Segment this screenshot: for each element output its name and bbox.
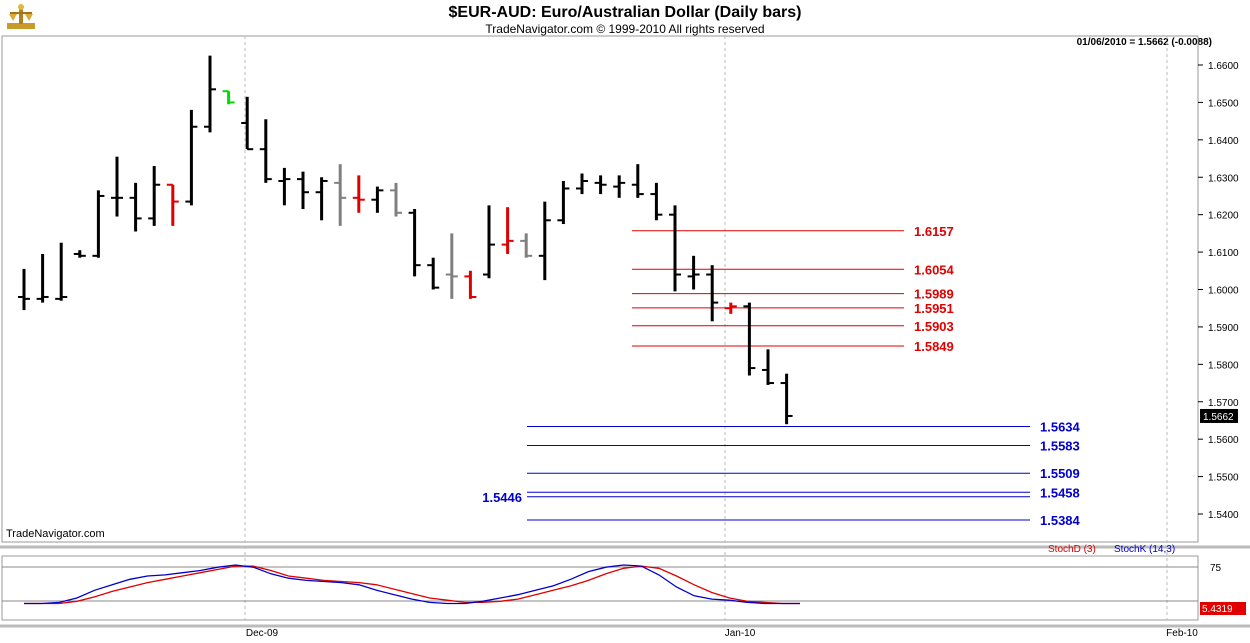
support-label: 1.5509	[1040, 466, 1080, 481]
resistance-label: 1.5849	[914, 339, 954, 354]
app-logo-icon	[4, 2, 38, 37]
legend-stoch-k: StochK (14,3)	[1114, 544, 1175, 555]
legend-stoch-d: StochD (3)	[1048, 544, 1096, 555]
y-tick-label: 1.5800	[1208, 360, 1239, 371]
x-tick-label: Dec-09	[246, 628, 279, 639]
support-left-label: 1.5446	[482, 490, 522, 505]
resistance-label: 1.5951	[914, 301, 954, 316]
support-label: 1.5384	[1040, 513, 1081, 528]
resistance-label: 1.6054	[914, 262, 955, 277]
stoch-tick-label: 75	[1210, 563, 1222, 574]
y-tick-label: 1.6200	[1208, 211, 1239, 222]
price-panel-frame	[1, 35, 1199, 543]
chart-title: $EUR-AUD: Euro/Australian Dollar (Daily …	[448, 4, 802, 21]
x-tick-label: Feb-10	[1166, 628, 1198, 639]
y-tick-label: 1.6500	[1208, 98, 1239, 109]
watermark: TradeNavigator.com	[6, 528, 105, 540]
stoch-last-label: 5.4319	[1202, 604, 1233, 615]
resistance-label: 1.5989	[914, 287, 954, 302]
last-price-readout: 01/06/2010 = 1.5662 (-0.0088)	[1076, 37, 1212, 48]
stoch-k-line	[24, 564, 800, 605]
chart-subtitle: TradeNavigator.com © 1999-2010 All right…	[485, 22, 765, 36]
resistance-label: 1.6157	[914, 224, 954, 239]
y-tick-label: 1.5900	[1208, 323, 1239, 334]
y-tick-label: 1.6300	[1208, 173, 1239, 184]
stochastic-panel-frame	[1, 555, 1199, 621]
support-label: 1.5583	[1040, 439, 1080, 454]
support-label: 1.5458	[1040, 485, 1080, 500]
stoch-d-line	[24, 565, 800, 605]
support-label: 1.5634	[1040, 419, 1081, 434]
y-tick-label: 1.6400	[1208, 136, 1239, 147]
y-tick-label: 1.5700	[1208, 398, 1239, 409]
y-tick-label: 1.5500	[1208, 473, 1239, 484]
y-tick-label: 1.5400	[1208, 510, 1239, 521]
y-tick-label: 1.6100	[1208, 248, 1239, 259]
resistance-label: 1.5903	[914, 319, 954, 334]
y-tick-label: 1.6600	[1208, 61, 1239, 72]
y-tick-label: 1.5600	[1208, 435, 1239, 446]
y-tick-label: 1.6000	[1208, 286, 1239, 297]
last-price-box	[1200, 408, 1238, 423]
last-price-label: 1.5662	[1203, 412, 1234, 423]
stoch-last-box	[1200, 602, 1246, 615]
x-tick-label: Jan-10	[725, 628, 756, 639]
